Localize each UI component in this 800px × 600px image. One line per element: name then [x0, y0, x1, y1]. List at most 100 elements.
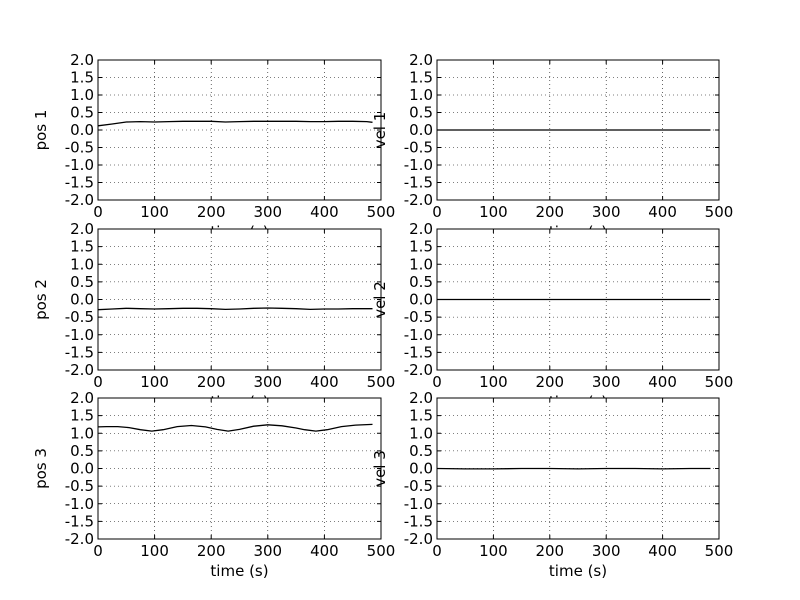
x-tick-label: 0 [432, 373, 442, 391]
subplot-pos-2: 0 100 200 300 400 5002.01.51.00.50.0-0.5-1.0-… [32, 220, 395, 411]
y-tick-label: -0.5 [404, 308, 433, 326]
y-tick-label: -1.5 [404, 343, 433, 361]
x-tick-label: 300 [592, 203, 621, 221]
y-tick-label: 1.5 [409, 69, 433, 87]
x-tick-label: 300 [592, 373, 621, 391]
y-tick-label: -1.0 [404, 495, 433, 513]
y-tick-label: -1.5 [65, 512, 94, 530]
x-tick-label: 0 [93, 373, 103, 391]
y-tick-label: 1.0 [70, 424, 94, 442]
y-tick-label: -2.0 [404, 361, 433, 379]
x-tick-label: 300 [253, 373, 282, 391]
subplot-vel-3: 0 100 200 300 400 5002.01.51.00.50.0-0.5-1.0-… [371, 389, 733, 580]
y-tick-label: 1.5 [409, 407, 433, 425]
subplot-vel-1: 0 100 200 300 400 5002.01.51.00.50.0-0.5-1.0-… [371, 51, 733, 241]
y-tick-label: -0.5 [404, 477, 433, 495]
y-tick-label: 0.5 [409, 273, 433, 291]
y-tick-label: 1.0 [70, 255, 94, 273]
y-tick-label: -1.0 [65, 495, 94, 513]
x-tick-label: 400 [310, 373, 339, 391]
y-tick-label: 0.0 [409, 460, 433, 478]
x-tick-label: 200 [535, 542, 564, 560]
y-tick-label: -0.5 [65, 139, 94, 157]
x-tick-label: 500 [367, 542, 396, 560]
x-tick-label: 100 [140, 373, 169, 391]
y-tick-label: -2.0 [65, 191, 94, 209]
y-tick-label: 0.5 [409, 104, 433, 122]
y-tick-label: 2.0 [409, 220, 433, 238]
y-tick-label: 2.0 [70, 389, 94, 407]
y-tick-label: 2.0 [70, 51, 94, 69]
subplot-vel-2: 0 100 200 300 400 5002.01.51.00.50.0-0.5-1.0-… [371, 220, 733, 411]
x-tick-label: 300 [253, 203, 282, 221]
x-tick-label: 400 [648, 203, 677, 221]
x-tick-label: 500 [705, 542, 734, 560]
y-tick-label: 1.0 [409, 255, 433, 273]
x-tick-label: 300 [253, 542, 282, 560]
x-tick-label: 400 [310, 203, 339, 221]
y-axis-label: pos 2 [32, 279, 50, 320]
plot-area [97, 397, 382, 540]
x-tick-label: 300 [592, 542, 621, 560]
y-tick-label: 1.0 [409, 424, 433, 442]
y-tick-label: 1.5 [409, 238, 433, 256]
x-tick-label: 200 [197, 373, 226, 391]
y-tick-label: 0.0 [409, 121, 433, 139]
y-tick-label: 2.0 [70, 220, 94, 238]
x-tick-label: 100 [140, 542, 169, 560]
y-tick-label: -0.5 [65, 308, 94, 326]
y-tick-label: 1.5 [70, 407, 94, 425]
y-tick-label: 0.5 [70, 273, 94, 291]
y-tick-label: -0.5 [404, 139, 433, 157]
x-tick-label: 400 [648, 542, 677, 560]
plot-area [97, 59, 382, 201]
y-axis-label: vel 2 [371, 281, 389, 318]
x-tick-label: 500 [367, 373, 396, 391]
x-tick-label: 0 [93, 542, 103, 560]
x-tick-label: 200 [535, 373, 564, 391]
y-tick-label: 0.0 [70, 460, 94, 478]
y-tick-label: -1.5 [404, 512, 433, 530]
y-tick-label: 0.5 [409, 442, 433, 460]
y-tick-label: -2.0 [404, 530, 433, 548]
y-tick-label: -1.5 [404, 174, 433, 192]
x-tick-label: 500 [705, 203, 734, 221]
series-line [97, 307, 373, 311]
x-axis-label: time (s) [210, 562, 268, 580]
x-tick-label: 100 [479, 542, 508, 560]
y-tick-label: 1.5 [70, 238, 94, 256]
y-tick-label: 1.0 [409, 86, 433, 104]
y-tick-label: 0.5 [70, 442, 94, 460]
y-tick-label: 2.0 [409, 389, 433, 407]
x-tick-label: 400 [310, 542, 339, 560]
y-tick-label: -0.5 [65, 477, 94, 495]
series-line [97, 423, 373, 432]
x-tick-label: 0 [93, 203, 103, 221]
y-tick-label: -2.0 [65, 361, 94, 379]
x-tick-label: 100 [479, 203, 508, 221]
y-tick-label: -2.0 [404, 191, 433, 209]
y-tick-label: -1.0 [65, 326, 94, 344]
x-tick-label: 400 [648, 373, 677, 391]
y-tick-label: -1.0 [404, 156, 433, 174]
y-tick-label: -1.5 [65, 174, 94, 192]
y-axis-label: pos 1 [32, 110, 50, 151]
y-tick-label: 1.0 [70, 86, 94, 104]
y-axis-label: pos 3 [32, 448, 50, 489]
y-tick-label: 0.0 [409, 291, 433, 309]
y-tick-label: 0.0 [70, 121, 94, 139]
subplot-pos-3: 0 100 200 300 400 5002.01.51.00.50.0-0.5-1.0-… [32, 389, 395, 580]
y-tick-label: -1.0 [404, 326, 433, 344]
y-tick-label: -1.5 [65, 343, 94, 361]
x-tick-label: 100 [479, 373, 508, 391]
y-tick-label: 0.5 [70, 104, 94, 122]
x-tick-label: 0 [432, 542, 442, 560]
x-tick-label: 500 [367, 203, 396, 221]
y-tick-label: -1.0 [65, 156, 94, 174]
y-tick-label: 2.0 [409, 51, 433, 69]
y-axis-label: vel 1 [371, 112, 389, 149]
y-tick-label: -2.0 [65, 530, 94, 548]
plot-area [97, 228, 382, 371]
x-tick-label: 200 [197, 542, 226, 560]
